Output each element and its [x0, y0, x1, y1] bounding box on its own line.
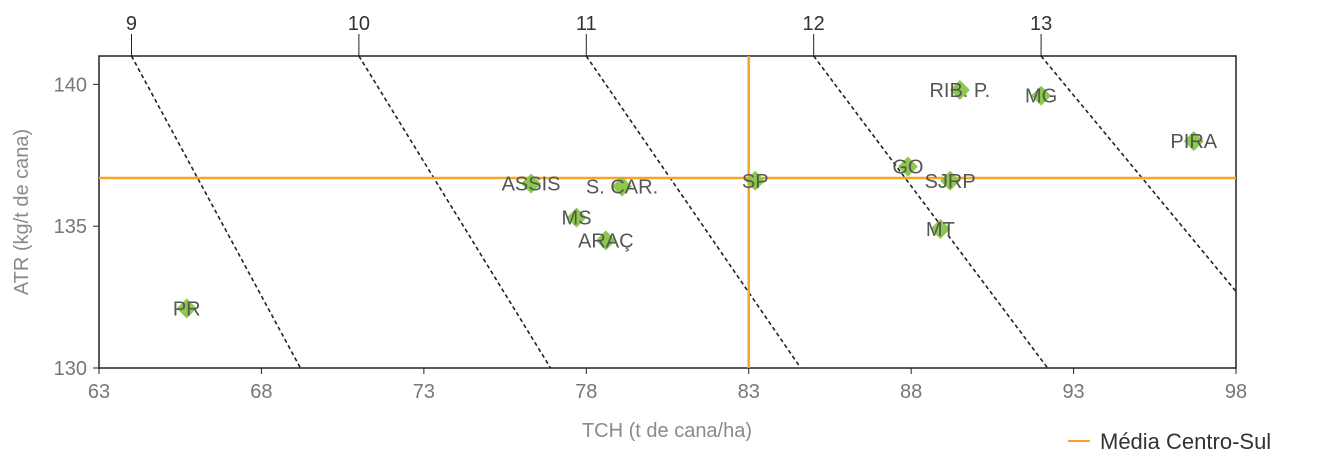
- point-label: RIB. P.: [929, 80, 990, 102]
- point-marker: [897, 156, 918, 177]
- point-label: SP: [742, 171, 769, 193]
- y-axis-title: ATR (kg/t de cana): [11, 129, 33, 295]
- point-label: MG: [1025, 86, 1057, 108]
- iso-line: [813, 55, 1049, 369]
- data-point: SJRP: [925, 170, 976, 193]
- x-tick-label: 88: [900, 381, 922, 403]
- point-label: MT: [926, 219, 955, 241]
- top-tick-label: 10: [348, 13, 370, 35]
- y-tick-label: 140: [54, 74, 87, 96]
- point-marker: [930, 219, 951, 240]
- data-point: MG: [1025, 85, 1057, 108]
- top-tick-label: 12: [803, 13, 825, 35]
- data-point: S. CAR.: [586, 176, 658, 198]
- data-point: PIRA: [1170, 131, 1218, 153]
- point-marker: [566, 207, 587, 228]
- reference-lines: [99, 56, 1236, 368]
- point-marker: [940, 170, 961, 191]
- data-point: GO: [892, 156, 923, 179]
- point-marker: [949, 80, 970, 101]
- point-label: MS: [562, 208, 592, 230]
- x-axis-title: TCH (t de cana/ha): [582, 420, 752, 442]
- y-tick-label: 130: [54, 358, 87, 380]
- data-point: MT: [926, 219, 955, 241]
- x-tick-label: 73: [413, 381, 435, 403]
- data-point: SP: [742, 170, 769, 193]
- x-tick-label: 63: [88, 381, 110, 403]
- iso-lines: [130, 55, 1237, 369]
- x-tick-label: 68: [250, 381, 272, 403]
- legend-label: Média Centro-Sul: [1100, 429, 1271, 453]
- plot-area: [98, 55, 1237, 369]
- iso-line: [1040, 55, 1237, 292]
- data-point: PR: [173, 298, 201, 320]
- point-label: PR: [173, 298, 201, 320]
- point-marker: [745, 170, 766, 191]
- x-tick-label: 98: [1225, 381, 1247, 403]
- top-tick-label: 11: [576, 13, 597, 35]
- x-tick-label: 93: [1062, 381, 1084, 403]
- data-point: RIB. P.: [929, 80, 990, 102]
- point-marker: [521, 173, 542, 194]
- point-label: ASSIS: [502, 174, 561, 196]
- legend: Média Centro-Sul: [1068, 429, 1271, 453]
- iso-line: [358, 55, 552, 369]
- axis-ticks: 63 68 73 78 83 88 93 98 130 135 140 9 10 11 12 13: [54, 13, 1248, 403]
- point-marker: [1183, 131, 1204, 152]
- point-label: PIRA: [1170, 131, 1217, 153]
- point-marker: [612, 176, 633, 197]
- point-marker: [595, 230, 616, 251]
- iso-line: [585, 55, 802, 369]
- data-point: ASSIS: [502, 173, 561, 196]
- point-marker: [176, 298, 197, 319]
- x-tick-label: 83: [738, 381, 760, 403]
- y-tick-label: 135: [54, 216, 87, 238]
- point-label: SJRP: [925, 171, 976, 193]
- plot-border: [98, 55, 1237, 369]
- point-label: S. CAR.: [586, 176, 658, 198]
- data-point: MS: [562, 207, 592, 230]
- iso-line: [130, 55, 302, 369]
- top-tick-label: 9: [126, 13, 137, 35]
- x-tick-label: 78: [575, 381, 597, 403]
- point-marker: [1031, 85, 1052, 106]
- point-label: GO: [892, 157, 923, 179]
- data-point: ARAÇ: [578, 230, 634, 252]
- top-tick-label: 13: [1030, 13, 1052, 35]
- point-label: ARAÇ: [578, 230, 634, 252]
